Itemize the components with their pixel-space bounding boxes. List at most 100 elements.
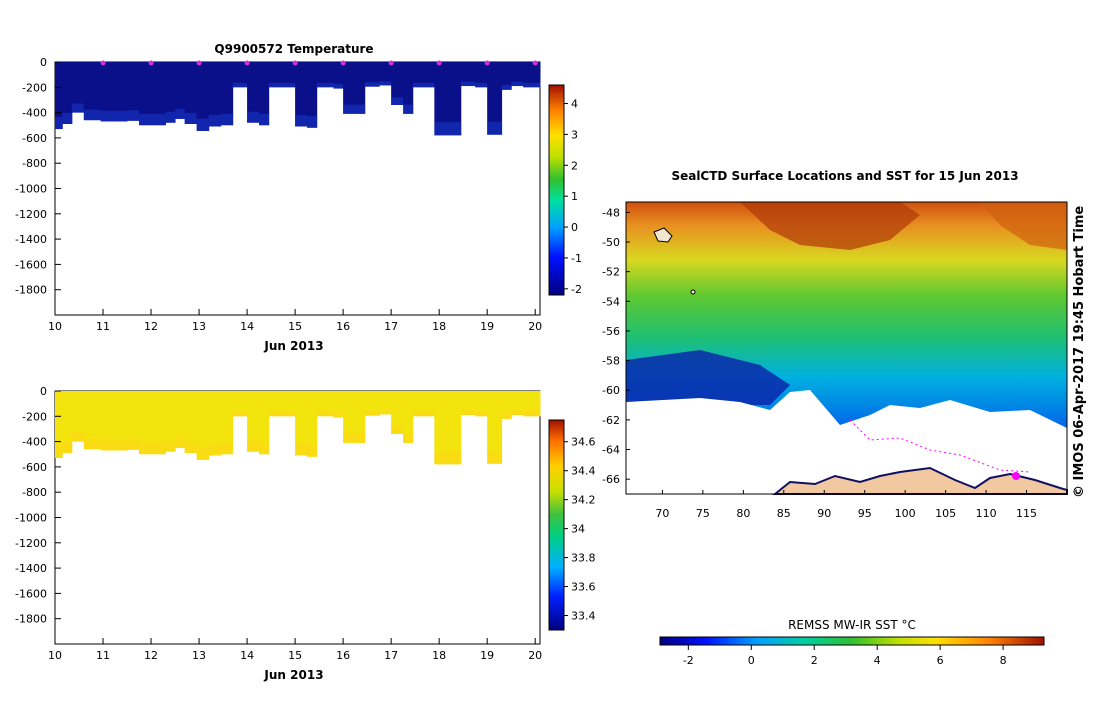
map-y-tick-label: -66 — [602, 473, 620, 486]
temperature-x-ticks: 10 11 12 13 14 15 16 17 18 19 20 — [48, 309, 542, 333]
colorbar-tick-label: 34.6 — [571, 436, 596, 449]
map-y-ticks: -48 -50 -52 -54 -56 -58 -60 -62 -64 -66 — [602, 206, 630, 486]
data-column-deep — [100, 110, 128, 122]
data-column — [412, 391, 435, 417]
data-column — [333, 62, 344, 89]
colorbar-tick-label: 34 — [571, 523, 585, 536]
colorbar-tick-label: 3 — [571, 128, 578, 141]
data-column-deep — [232, 411, 248, 417]
data-column — [127, 62, 140, 121]
data-column — [208, 391, 222, 456]
data-column-deep — [71, 103, 85, 113]
warm-water-patch — [740, 202, 920, 250]
data-column — [55, 62, 63, 130]
y-tick-label: -1400 — [15, 562, 47, 575]
map-x-tick-label: 105 — [935, 507, 956, 520]
data-column-deep — [403, 104, 414, 114]
heard-island — [690, 289, 696, 295]
x-tick-label: 11 — [96, 320, 110, 333]
x-tick-label: 15 — [288, 320, 302, 333]
data-column-deep — [412, 411, 435, 417]
data-column — [232, 62, 248, 88]
antarctic-coast — [772, 466, 1068, 495]
data-column-deep — [259, 113, 270, 126]
data-column-deep — [316, 82, 335, 88]
data-column — [364, 62, 380, 87]
salinity-data-columns — [55, 391, 541, 465]
data-column-deep — [343, 433, 366, 443]
salinity-y-ticks: 0 -200 -400 -600 -800 -1000 -1200 -1400 -1600 -18… — [15, 385, 61, 626]
x-tick-label: 20 — [528, 649, 542, 662]
y-tick-label: 0 — [40, 56, 47, 69]
data-column-deep — [232, 82, 248, 88]
data-column-deep — [391, 426, 404, 435]
data-column — [62, 391, 73, 453]
data-column — [175, 391, 186, 448]
colorbar-tick-label: -1 — [571, 252, 582, 265]
data-column-deep — [364, 82, 380, 87]
profile-marker — [148, 60, 154, 66]
data-column-deep — [307, 444, 318, 457]
sst-field — [626, 202, 1068, 495]
data-column — [487, 62, 503, 135]
data-column — [316, 391, 335, 417]
data-column — [343, 391, 366, 443]
sst-colorbar-tick-label: -2 — [683, 654, 694, 667]
temperature-xlabel: Jun 2013 — [263, 339, 323, 353]
data-column-deep — [196, 447, 210, 460]
data-column-deep — [71, 432, 85, 442]
data-column-deep — [511, 81, 524, 87]
data-column — [434, 62, 462, 136]
data-column-deep — [208, 443, 222, 456]
data-column — [139, 62, 166, 126]
data-column — [139, 391, 166, 455]
map-x-tick-label: 90 — [817, 507, 831, 520]
map-y-tick-label: -60 — [602, 384, 620, 397]
data-column — [460, 62, 476, 87]
profile-marker — [388, 60, 394, 66]
data-column — [100, 391, 128, 451]
map-x-tick-label: 95 — [858, 507, 872, 520]
data-column — [403, 62, 414, 114]
x-tick-label: 11 — [96, 649, 110, 662]
data-column — [403, 391, 414, 443]
data-column — [208, 62, 222, 127]
data-column-deep — [364, 411, 380, 416]
data-column-deep — [83, 109, 102, 121]
data-column — [523, 391, 541, 417]
data-column — [220, 391, 234, 455]
x-tick-label: 13 — [192, 649, 206, 662]
x-tick-label: 12 — [144, 649, 158, 662]
data-column-deep — [184, 441, 198, 453]
data-column — [475, 391, 488, 417]
sst-colorbar-ticks: -2 0 2 4 6 8 — [683, 645, 1007, 667]
y-tick-label: -400 — [22, 436, 47, 449]
y-tick-label: -1600 — [15, 587, 47, 600]
x-tick-label: 15 — [288, 649, 302, 662]
data-column-deep — [100, 439, 128, 451]
data-column-deep — [127, 110, 140, 121]
data-column — [501, 391, 512, 419]
data-column-deep — [55, 116, 63, 130]
x-tick-label: 14 — [240, 320, 254, 333]
map-x-tick-label: 115 — [1016, 507, 1037, 520]
data-column-deep — [139, 113, 166, 126]
seal-track — [849, 419, 1031, 473]
data-column-deep — [501, 84, 512, 90]
y-tick-label: -1600 — [15, 258, 47, 271]
map-credit: © IMOS 06-Apr-2017 19:45 Hobart Time — [1072, 206, 1087, 498]
colorbar-tick-label: 34.4 — [571, 465, 596, 478]
data-column — [127, 391, 140, 450]
data-column-deep — [523, 411, 541, 417]
map-x-tick-label: 110 — [976, 507, 997, 520]
data-column-deep — [333, 412, 344, 418]
profile-marker — [436, 60, 442, 66]
map-y-tick-label: -50 — [602, 236, 620, 249]
profile-marker — [244, 60, 250, 66]
data-column — [511, 391, 524, 416]
data-column — [184, 62, 198, 124]
x-tick-label: 12 — [144, 320, 158, 333]
temperature-y-ticks: 0 -200 -400 -600 -800 -1000 -1200 -1400 -1600 -18… — [15, 56, 61, 297]
data-column-deep — [343, 104, 366, 114]
data-column — [165, 62, 176, 123]
